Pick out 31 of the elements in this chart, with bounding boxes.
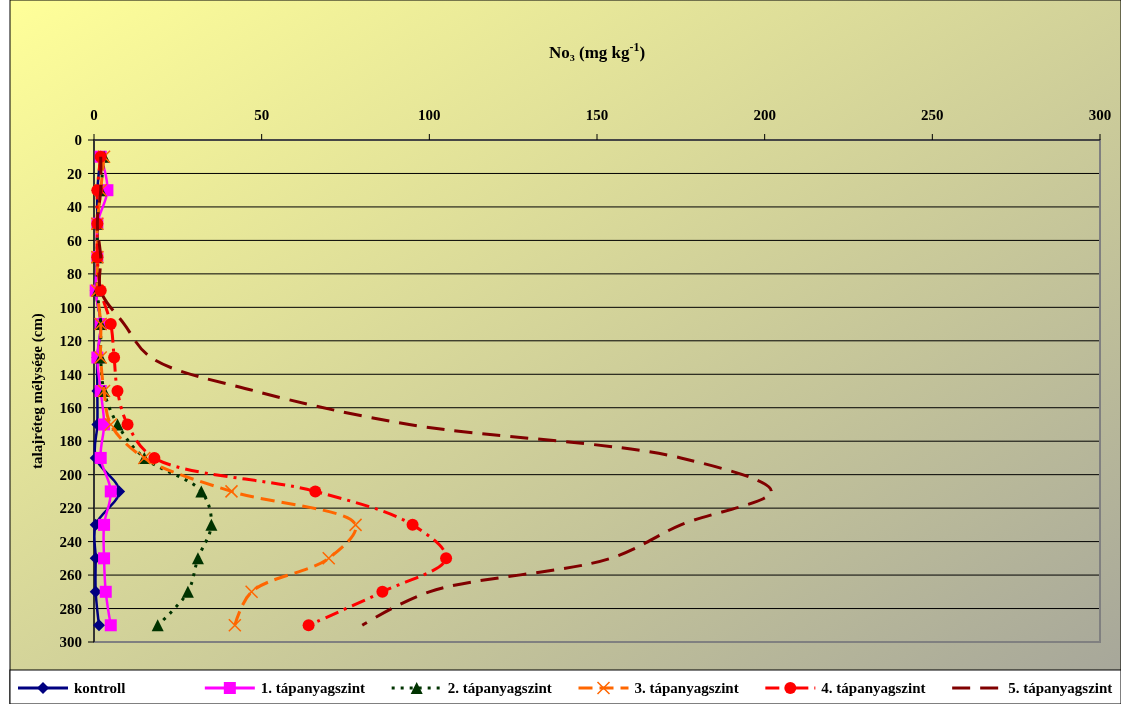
x-axis-title: No₃ (mg kg$^{-1}$) [548, 40, 646, 62]
y-tick-label: 0 [74, 132, 82, 149]
y-tick-label: 280 [59, 600, 82, 617]
y-tick-label: 20 [67, 165, 82, 182]
y-tick-label: 200 [59, 466, 82, 483]
y-tick-label: 300 [59, 634, 82, 651]
y-tick-label: 180 [59, 433, 82, 450]
legend-label: 2. tápanyagszint [447, 680, 552, 697]
y-tick-label: 100 [59, 299, 82, 316]
legend-label: 3. tápanyagszint [634, 680, 739, 697]
y-tick-label: 140 [59, 366, 82, 383]
x-tick-label: 0 [90, 107, 98, 123]
legend-label: kontroll [74, 680, 126, 697]
y-tick-label: 60 [67, 232, 82, 249]
y-tick-label: 40 [67, 199, 82, 216]
x-tick-label: 100 [418, 107, 441, 123]
y-tick-label: 80 [67, 266, 82, 283]
x-tick-label: 50 [254, 107, 270, 123]
x-tick-label: 150 [585, 107, 609, 123]
legend-label: 1. tápanyagszint [260, 680, 366, 697]
y-tick-label: 240 [59, 533, 82, 550]
y-axis-title: talajréteg mélysége (cm) [29, 313, 46, 469]
y-tick-label: 120 [59, 333, 82, 350]
y-tick-label: 160 [59, 399, 82, 416]
legend-label: 5. tápanyagszint [1008, 680, 1113, 697]
x-tick-label: 250 [921, 107, 944, 123]
y-tick-label: 220 [59, 500, 82, 517]
y-tick-label: 260 [59, 567, 82, 584]
x-tick-label: 200 [753, 107, 776, 123]
legend-label: 4. tápanyagszint [821, 680, 926, 697]
x-tick-label: 300 [1088, 107, 1112, 123]
